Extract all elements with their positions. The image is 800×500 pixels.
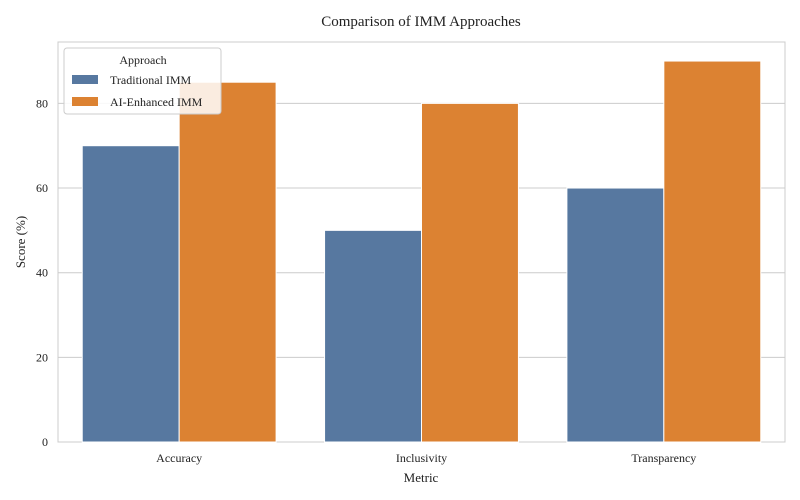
bar-traditional-imm-accuracy (81, 145, 180, 443)
bar-ai-enhanced-imm-inclusivity (421, 102, 519, 443)
bar-traditional-imm-transparency (566, 187, 665, 443)
y-tick-label: 20 (36, 350, 48, 364)
x-axis-label: Metric (404, 470, 439, 485)
legend-label-ai-enhanced: AI-Enhanced IMM (110, 95, 203, 109)
legend-swatch-ai-enhanced (72, 97, 98, 106)
bar-ai-enhanced-imm-accuracy (178, 81, 277, 443)
legend-title: Approach (119, 53, 166, 67)
y-axis-label: Score (%) (13, 216, 28, 268)
x-tick-label: Accuracy (156, 451, 202, 465)
bars (81, 60, 762, 443)
y-tick-label: 80 (36, 96, 48, 110)
legend-swatch-traditional (72, 75, 98, 84)
y-tick-label: 0 (42, 435, 48, 449)
legend-label-traditional: Traditional IMM (110, 73, 192, 87)
bar-traditional-imm-inclusivity (324, 229, 423, 443)
y-tick-label: 60 (36, 181, 48, 195)
y-tick-labels: 0 20 40 60 80 (36, 96, 48, 449)
y-tick-label: 40 (36, 266, 48, 280)
legend: Approach Traditional IMM AI-Enhanced IMM (63, 47, 222, 115)
chart-title: Comparison of IMM Approaches (321, 14, 521, 30)
bar-ai-enhanced-imm-transparency (663, 60, 762, 443)
legend-box (63, 47, 222, 115)
x-tick-labels: Accuracy Inclusivity Transparency (156, 451, 696, 465)
x-tick-label: Inclusivity (396, 451, 447, 465)
x-tick-label: Transparency (631, 451, 696, 465)
